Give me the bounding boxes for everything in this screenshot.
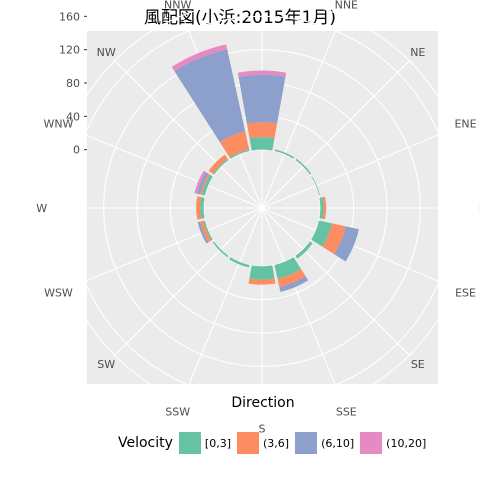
wind-bar-segment <box>212 158 229 175</box>
wind-bar-segment <box>311 176 320 196</box>
wind-bar-segment <box>248 278 276 285</box>
wind-bar-segment <box>322 223 346 255</box>
grid-spoke <box>261 15 343 209</box>
wind-bar-segment <box>201 174 213 196</box>
grid-spoke <box>261 60 410 209</box>
grid-spoke <box>114 207 263 356</box>
wind-bar-segment <box>274 149 295 159</box>
wind-bar-segment <box>319 197 324 219</box>
wind-bar-segment <box>238 74 286 124</box>
wind-bar-segment <box>279 276 309 292</box>
direction-label: ESE <box>455 286 476 299</box>
wind-bar-segment <box>322 196 327 220</box>
wind-bar-segment <box>196 196 202 220</box>
wind-bar-segment <box>229 257 250 268</box>
grid-spoke <box>261 207 455 289</box>
wind-bar-segment <box>311 220 333 247</box>
x-axis-title: Direction <box>231 395 295 411</box>
direction-label: S <box>259 422 266 435</box>
radial-tick-label: 40 <box>66 110 80 123</box>
grid-spoke <box>261 207 410 356</box>
wind-bar-segment <box>194 170 206 194</box>
wind-bar-segment <box>200 173 211 195</box>
legend-item: (10,20] <box>360 432 426 454</box>
direction-label: WSW <box>44 286 73 299</box>
wind-bar-segment <box>246 122 278 139</box>
labels-layer: 04080120160NNNENEENEEESESESSESSSWSWWSWWW… <box>36 0 480 435</box>
grid-spoke <box>114 60 263 209</box>
grid-spoke <box>69 127 263 209</box>
legend-label: (6,10] <box>321 436 355 450</box>
wind-bar-segment <box>171 44 228 72</box>
direction-label: SE <box>411 358 425 371</box>
radial-tick-label: 80 <box>66 77 80 90</box>
direction-label: SSW <box>165 406 190 419</box>
direction-label: SSE <box>336 406 357 419</box>
direction-label: NNE <box>335 0 358 11</box>
wind-bar-segment <box>203 220 213 241</box>
legend-key <box>178 432 201 454</box>
direction-label: E <box>479 202 480 215</box>
grid-spoke <box>261 127 455 209</box>
wind-bar-segment <box>196 172 209 195</box>
legend-item: [0,3] <box>178 432 231 454</box>
grid-spoke <box>261 207 343 401</box>
grid-spoke <box>69 207 263 289</box>
direction-label: W <box>36 202 47 215</box>
wind-bar-segment <box>274 257 302 279</box>
grid-layer <box>53 0 471 417</box>
wind-bar-segment <box>200 197 205 219</box>
legend-key <box>360 432 383 454</box>
wind-bar-segment <box>295 158 312 175</box>
direction-label: NNW <box>164 0 191 11</box>
legend-item: (6,10] <box>295 432 354 454</box>
legend-title: Velocity <box>118 435 173 451</box>
legend-label: (3,6] <box>263 436 290 450</box>
direction-label: NW <box>97 46 116 59</box>
wind-bar-segment <box>219 131 250 158</box>
radial-tick-label: 0 <box>73 144 80 157</box>
wind-bar-segment <box>229 149 250 159</box>
wind-bar-segment <box>212 241 229 258</box>
direction-label: NE <box>410 46 425 59</box>
wind-bar-segment <box>277 269 306 287</box>
wind-bar-segment <box>249 137 275 151</box>
legend-key <box>295 432 318 454</box>
wind-bar-segment <box>197 221 209 244</box>
legend-item: (3,6] <box>237 432 289 454</box>
wind-bar-segment <box>174 49 246 143</box>
radial-tick-label: 160 <box>59 10 80 23</box>
grid-spoke <box>181 207 263 401</box>
legend: Velocity [0,3] (3,6] (6,10] (10,20] <box>118 431 432 455</box>
direction-label: ENE <box>454 118 476 131</box>
legend-label: [0,3] <box>204 436 231 450</box>
wind-bar-segment <box>237 70 287 77</box>
wind-bar-segment <box>334 226 359 262</box>
direction-label: SW <box>97 358 115 371</box>
legend-label: (10,20] <box>386 436 427 450</box>
wind-bar-segment <box>200 220 212 243</box>
direction-label: WNW <box>43 118 73 131</box>
legend-key <box>237 432 259 454</box>
bars-layer <box>171 44 359 292</box>
wind-bar-segment <box>208 154 228 174</box>
wind-bar-segment <box>295 241 313 259</box>
radial-tick-label: 120 <box>59 44 80 57</box>
wind-bar-segment <box>249 265 275 280</box>
